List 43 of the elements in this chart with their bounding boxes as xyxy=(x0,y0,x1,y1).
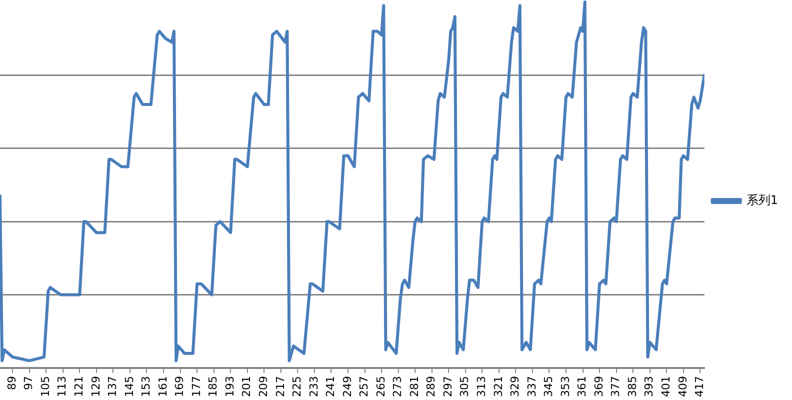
x-tick-label: 265 xyxy=(374,376,388,398)
x-tick-label: 289 xyxy=(424,376,438,398)
x-tick-label: 153 xyxy=(140,376,153,398)
x-tick-label: 321 xyxy=(492,376,505,398)
x-tick-label: 241 xyxy=(324,376,338,398)
x-tick-label: 193 xyxy=(223,376,236,398)
x-tick-label: 209 xyxy=(256,376,270,398)
x-tick-label: 345 xyxy=(542,376,556,398)
x-tick-label: 369 xyxy=(592,376,606,398)
x-tick-label: 121 xyxy=(72,376,86,398)
x-tick-label: 169 xyxy=(173,376,186,398)
x-tick-label: 313 xyxy=(475,376,488,398)
x-tick-label: 137 xyxy=(106,376,120,398)
x-tick-label: 129 xyxy=(89,376,102,398)
x-tick-label: 385 xyxy=(626,376,639,398)
x-tick-label: 361 xyxy=(576,376,589,398)
x-tick-label: 225 xyxy=(290,376,304,398)
x-tick-label: 161 xyxy=(156,376,170,398)
x-tick-label: 273 xyxy=(391,376,404,398)
x-tick-label: 337 xyxy=(525,376,538,398)
x-tick-label: 89 xyxy=(5,376,18,390)
x-tick-label: 409 xyxy=(676,376,690,398)
x-tick-label: 257 xyxy=(358,376,371,398)
x-tick-label: 105 xyxy=(38,376,52,398)
x-tick-label: 233 xyxy=(307,376,320,398)
x-tick-label: 417 xyxy=(693,376,706,398)
x-tick-label: 329 xyxy=(508,376,522,398)
x-tick-label: 185 xyxy=(206,376,220,398)
legend-label: 系列1 xyxy=(746,193,778,208)
x-tick-label: 297 xyxy=(441,376,454,398)
x-tick-label: 249 xyxy=(340,376,354,398)
x-tick-label: 177 xyxy=(190,376,203,398)
x-tick-label: 217 xyxy=(274,376,287,398)
x-tick-label: 201 xyxy=(240,376,254,398)
x-tick-label: 401 xyxy=(659,376,672,398)
x-tick-label: 281 xyxy=(408,376,421,398)
x-tick-label: 393 xyxy=(642,376,656,398)
x-tick-label: 305 xyxy=(458,376,472,398)
x-tick-label: 113 xyxy=(56,376,69,398)
x-tick-label: 353 xyxy=(558,376,572,398)
x-tick-label: 145 xyxy=(122,376,136,398)
x-tick-label: 377 xyxy=(609,376,622,398)
x-tick-label: 97 xyxy=(22,376,36,390)
